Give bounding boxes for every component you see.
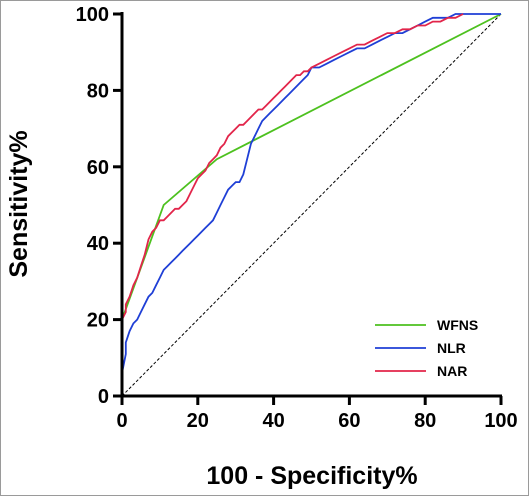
y-tick-label: 40 [87, 233, 109, 255]
legend-label-nar: NAR [437, 363, 467, 379]
reference-diagonal-layer [121, 13, 502, 397]
x-axis-title: 100 - Specificity% [206, 462, 417, 490]
x-tick-label: 40 [262, 410, 284, 432]
x-tick-label: 100 [484, 410, 517, 432]
x-tick-label: 20 [187, 410, 209, 432]
y-tick-label: 60 [87, 157, 109, 179]
x-tick-label: 0 [116, 410, 127, 432]
legend-label-wfns: WFNS [437, 317, 478, 333]
y-tick-label: 100 [76, 4, 109, 26]
x-tick-label: 80 [414, 410, 436, 432]
legend-label-nlr: NLR [437, 340, 466, 356]
y-tick-label: 0 [98, 386, 109, 408]
y-tick-label: 20 [87, 310, 109, 332]
x-tick-label: 60 [338, 410, 360, 432]
legend: WFNS NLR NAR [375, 317, 478, 379]
series-line-nar [121, 13, 464, 396]
axes-layer: 0 20 40 60 80 100 0 20 40 60 80 100 [76, 4, 518, 432]
y-axis-title: Sensitivity% [5, 130, 33, 277]
y-tick-label: 80 [87, 80, 109, 102]
series-line-nlr [121, 13, 501, 396]
reference-diagonal-line [121, 13, 502, 397]
